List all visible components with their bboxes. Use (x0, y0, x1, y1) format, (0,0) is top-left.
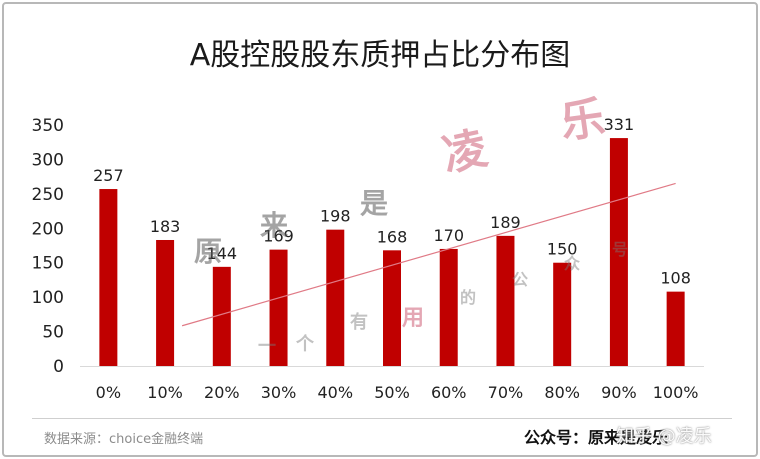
x-tick-label: 50% (374, 383, 410, 402)
watermark-char-le: 乐 (557, 92, 608, 149)
bar (383, 250, 401, 366)
bar (212, 266, 231, 366)
bar (156, 239, 175, 366)
data-label: 169 (263, 227, 294, 246)
data-label: 108 (660, 269, 691, 288)
data-source: 数据来源：choice金融终端 (44, 432, 204, 447)
x-tick-label: 10% (147, 383, 183, 402)
bar (666, 291, 685, 366)
footer-divider (32, 418, 732, 419)
y-tick-label: 350 (32, 116, 64, 136)
bar (439, 248, 458, 366)
x-tick-label: 30% (261, 383, 297, 402)
bar (269, 249, 288, 366)
x-tick-label: 90% (601, 383, 637, 402)
watermark-char-ge: 个 (296, 334, 314, 355)
watermark-char-de: 的 (460, 288, 477, 307)
data-label: 183 (150, 217, 181, 236)
watermark-char-you: 有 (350, 312, 368, 333)
data-label: 144 (207, 244, 238, 263)
watermark-char-yi: 一 (258, 336, 276, 357)
bar (326, 229, 345, 366)
y-axis: 0 50 100 150 200 250 300 350 (32, 116, 64, 377)
y-tick-label: 150 (32, 254, 64, 274)
data-label: 189 (490, 213, 521, 232)
y-tick-label: 200 (32, 219, 64, 239)
chart-title: A股控股股东质押占比分布图 (189, 38, 571, 73)
watermark-char-zhong: 众 (564, 254, 581, 273)
data-label: 168 (377, 227, 408, 246)
platform-watermark: 知乎 @凌乐 (616, 426, 712, 447)
trendline-line (181, 182, 676, 327)
data-label: 170 (433, 226, 464, 245)
watermark-char-hao: 号 (612, 240, 629, 259)
x-axis: 0% 10% 20% 30% 40% 50% 60% 70% 80% 90% 100% (80, 366, 704, 402)
data-label: 257 (93, 166, 124, 185)
x-tick-label: 70% (488, 383, 524, 402)
bars: 257 183 144 169 198 168 170 189 150 331 108 (93, 115, 691, 366)
y-tick-label: 50 (42, 323, 64, 343)
x-tick-label: 80% (544, 383, 580, 402)
x-tick-label: 60% (431, 383, 467, 402)
data-label: 198 (320, 207, 351, 226)
account-label: 公众号：原来是凌乐 (524, 428, 669, 447)
watermark-char-yong: 用 (402, 305, 425, 331)
y-tick-label: 250 (32, 185, 64, 205)
y-tick-label: 300 (32, 150, 64, 170)
bar (496, 235, 515, 366)
x-tick-label: 40% (317, 383, 353, 402)
y-tick-label: 0 (53, 357, 64, 377)
y-tick-label: 100 (32, 288, 64, 308)
watermark-char-yuan: 原 (194, 235, 223, 268)
x-tick-label: 0% (96, 383, 121, 402)
bar (99, 189, 118, 366)
trendline (181, 182, 676, 327)
bar (553, 262, 572, 366)
data-label: 150 (547, 240, 578, 259)
watermark-char-gong: 公 (512, 270, 529, 289)
bar-chart: 0 50 100 150 200 250 300 350 257 183 144 169 198 168… (32, 115, 704, 402)
bar (609, 138, 628, 366)
data-label: 331 (604, 115, 635, 134)
x-tick-label: 20% (204, 383, 240, 402)
watermark-char-lai: 来 (260, 209, 289, 242)
x-tick-label: 100% (653, 383, 699, 402)
watermark-char-shi: 是 (360, 187, 389, 220)
